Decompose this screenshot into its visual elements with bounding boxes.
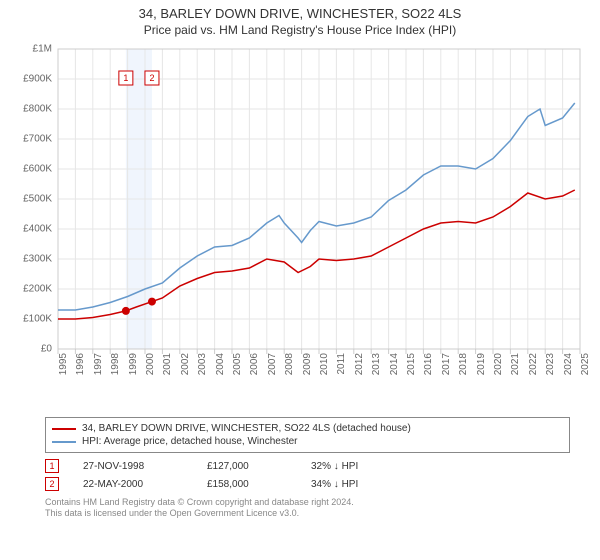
sale-date: 27-NOV-1998	[83, 461, 183, 472]
x-tick-label: 2014	[389, 353, 400, 383]
x-tick-label: 2000	[145, 353, 156, 383]
x-tick-label: 2017	[441, 353, 452, 383]
y-tick-label: £800K	[12, 104, 52, 115]
x-tick-label: 2007	[267, 353, 278, 383]
attribution-line: This data is licensed under the Open Gov…	[45, 508, 570, 519]
price-chart: 12 £0£100K£200K£300K£400K£500K£600K£700K…	[10, 41, 590, 411]
x-tick-label: 2005	[232, 353, 243, 383]
x-tick-label: 1997	[93, 353, 104, 383]
x-tick-label: 2001	[162, 353, 173, 383]
x-tick-label: 2024	[563, 353, 574, 383]
y-tick-label: £400K	[12, 224, 52, 235]
y-tick-label: £600K	[12, 164, 52, 175]
x-tick-label: 2009	[302, 353, 313, 383]
x-tick-label: 2004	[215, 353, 226, 383]
sale-pct: 32% ↓ HPI	[311, 461, 391, 472]
x-tick-label: 2025	[580, 353, 591, 383]
svg-text:1: 1	[123, 73, 128, 83]
x-tick-label: 1999	[128, 353, 139, 383]
x-tick-label: 2023	[545, 353, 556, 383]
legend-swatch	[52, 441, 76, 443]
legend-swatch	[52, 428, 76, 430]
x-tick-label: 2015	[406, 353, 417, 383]
chart-svg: 12	[10, 41, 590, 391]
y-tick-label: £500K	[12, 194, 52, 205]
x-tick-label: 2018	[458, 353, 469, 383]
legend-label: 34, BARLEY DOWN DRIVE, WINCHESTER, SO22 …	[82, 423, 411, 434]
sale-row: 2 22-MAY-2000 £158,000 34% ↓ HPI	[45, 475, 570, 493]
x-tick-label: 2013	[371, 353, 382, 383]
sale-pct: 34% ↓ HPI	[311, 479, 391, 490]
sales-table: 1 27-NOV-1998 £127,000 32% ↓ HPI 2 22-MAY-200…	[45, 457, 570, 493]
legend: 34, BARLEY DOWN DRIVE, WINCHESTER, SO22 …	[45, 417, 570, 453]
y-tick-label: £1M	[12, 44, 52, 55]
page-subtitle: Price paid vs. HM Land Registry's House …	[0, 21, 600, 41]
x-tick-label: 1998	[110, 353, 121, 383]
x-tick-label: 2010	[319, 353, 330, 383]
sale-price: £127,000	[207, 461, 287, 472]
y-tick-label: £0	[12, 344, 52, 355]
x-tick-label: 2011	[336, 353, 347, 383]
y-tick-label: £700K	[12, 134, 52, 145]
sale-marker: 2	[45, 477, 59, 491]
x-tick-label: 2016	[423, 353, 434, 383]
sale-marker: 1	[45, 459, 59, 473]
x-tick-label: 2008	[284, 353, 295, 383]
x-tick-label: 2022	[528, 353, 539, 383]
x-tick-label: 1996	[75, 353, 86, 383]
y-tick-label: £300K	[12, 254, 52, 265]
y-tick-label: £900K	[12, 74, 52, 85]
attribution: Contains HM Land Registry data © Crown c…	[45, 497, 570, 520]
x-tick-label: 2020	[493, 353, 504, 383]
sale-date: 22-MAY-2000	[83, 479, 183, 490]
legend-label: HPI: Average price, detached house, Winc…	[82, 436, 298, 447]
y-tick-label: £100K	[12, 314, 52, 325]
attribution-line: Contains HM Land Registry data © Crown c…	[45, 497, 570, 508]
y-tick-label: £200K	[12, 284, 52, 295]
x-tick-label: 2012	[354, 353, 365, 383]
x-tick-label: 2006	[249, 353, 260, 383]
legend-item: 34, BARLEY DOWN DRIVE, WINCHESTER, SO22 …	[52, 422, 563, 435]
sale-row: 1 27-NOV-1998 £127,000 32% ↓ HPI	[45, 457, 570, 475]
x-tick-label: 2019	[476, 353, 487, 383]
svg-text:2: 2	[149, 73, 154, 83]
x-tick-label: 2003	[197, 353, 208, 383]
x-tick-label: 2021	[510, 353, 521, 383]
sale-price: £158,000	[207, 479, 287, 490]
x-tick-label: 1995	[58, 353, 69, 383]
legend-item: HPI: Average price, detached house, Winc…	[52, 435, 563, 448]
x-tick-label: 2002	[180, 353, 191, 383]
page-title: 34, BARLEY DOWN DRIVE, WINCHESTER, SO22 …	[0, 0, 600, 21]
